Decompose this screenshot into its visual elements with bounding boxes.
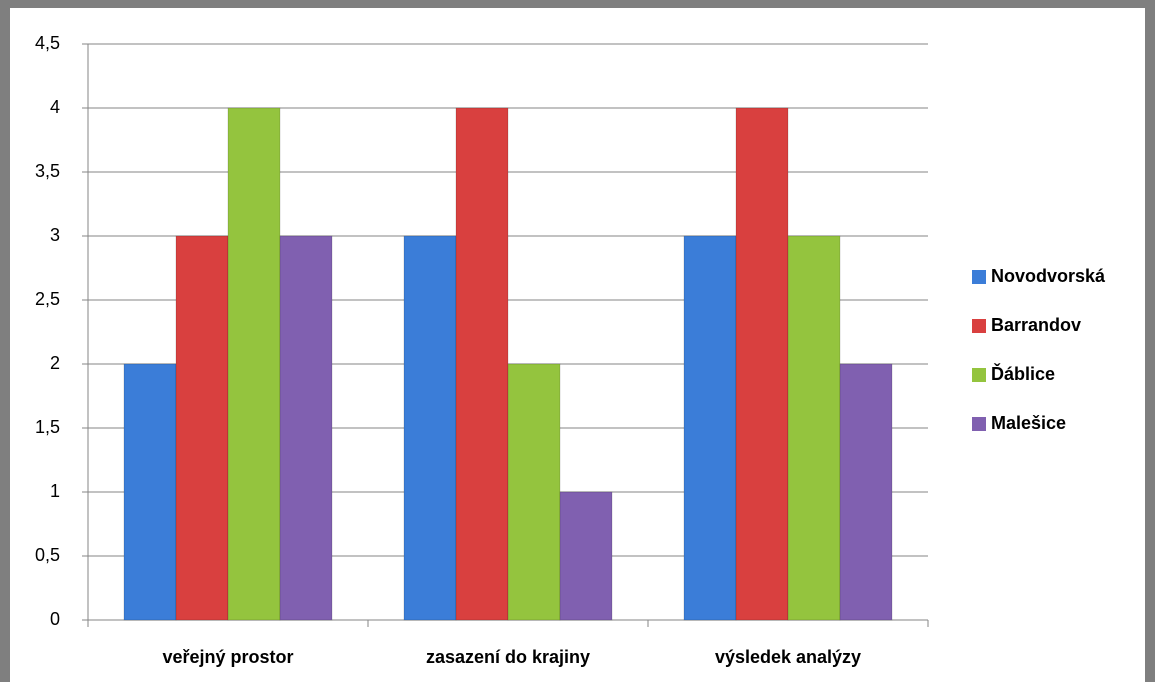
x-tick-label: veřejný prostor: [162, 647, 293, 667]
bar: [123, 363, 177, 621]
bar: [175, 235, 229, 621]
x-tick-label: výsledek analýzy: [715, 647, 861, 667]
bar: [227, 107, 281, 621]
legend-swatch: [972, 319, 986, 333]
y-tick-label: 1: [50, 481, 60, 501]
legend-label: Novodvorská: [991, 266, 1106, 286]
x-tick-label: zasazení do krajiny: [426, 647, 590, 667]
bar: [787, 235, 841, 621]
y-tick-label: 1,5: [35, 417, 60, 437]
y-tick-label: 3,5: [35, 161, 60, 181]
bar: [683, 235, 737, 621]
legend-swatch: [972, 270, 986, 284]
legend-label: Barrandov: [991, 315, 1081, 335]
y-tick-label: 0: [50, 609, 60, 629]
bar: [559, 491, 613, 621]
y-tick-label: 4,5: [35, 33, 60, 53]
bar: [507, 363, 561, 621]
y-tick-label: 3: [50, 225, 60, 245]
bar: [279, 235, 333, 621]
legend-label: Ďáblice: [991, 363, 1055, 384]
y-tick-label: 0,5: [35, 545, 60, 565]
bar: [735, 107, 789, 621]
y-tick-label: 2,5: [35, 289, 60, 309]
legend-label: Malešice: [991, 413, 1066, 433]
bar: [839, 363, 893, 621]
legend-swatch: [972, 368, 986, 382]
y-tick-label: 2: [50, 353, 60, 373]
y-tick-label: 4: [50, 97, 60, 117]
bar: [403, 235, 457, 621]
legend-swatch: [972, 417, 986, 431]
bar: [455, 107, 509, 621]
